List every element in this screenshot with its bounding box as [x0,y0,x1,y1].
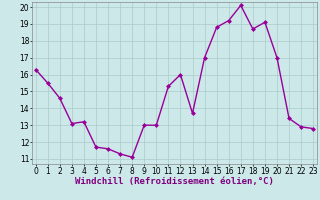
X-axis label: Windchill (Refroidissement éolien,°C): Windchill (Refroidissement éolien,°C) [75,177,274,186]
